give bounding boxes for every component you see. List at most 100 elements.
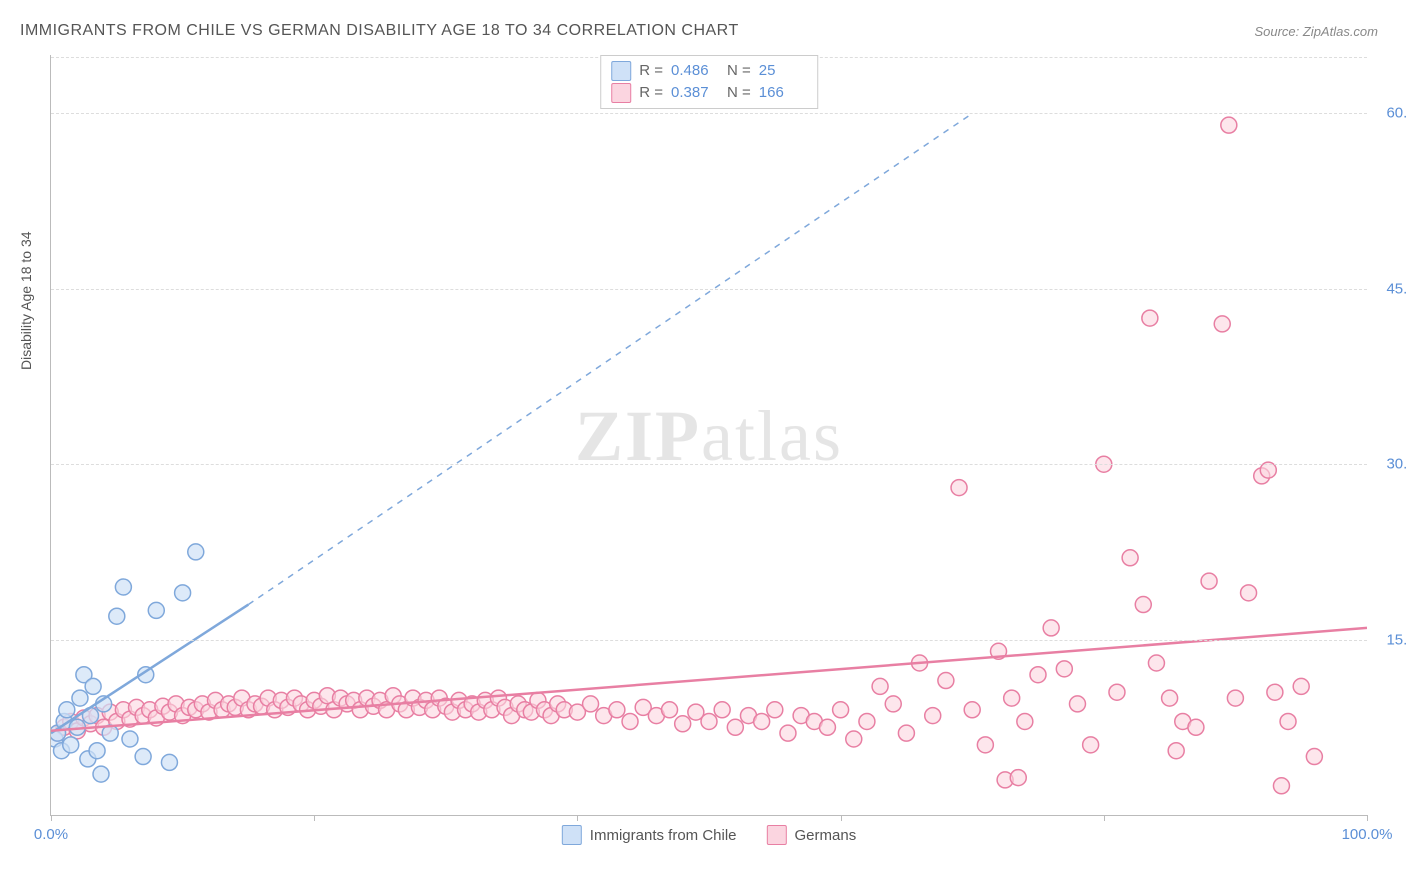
- chart-title: IMMIGRANTS FROM CHILE VS GERMAN DISABILI…: [20, 22, 739, 40]
- scatter-point-germans: [754, 713, 770, 729]
- scatter-point-germans: [1267, 684, 1283, 700]
- gridline: [51, 289, 1367, 290]
- legend-item-chile: Immigrants from Chile: [562, 825, 737, 845]
- legend-stats-row-chile: R = 0.486 N = 25: [611, 60, 807, 82]
- plot-area: ZIPatlas R = 0.486 N = 25 R = 0.387 N = …: [50, 55, 1367, 816]
- scatter-point-chile: [161, 754, 177, 770]
- scatter-point-germans: [609, 702, 625, 718]
- scatter-point-germans: [1148, 655, 1164, 671]
- scatter-point-germans: [1142, 310, 1158, 326]
- scatter-point-chile: [175, 585, 191, 601]
- scatter-point-germans: [938, 673, 954, 689]
- source-name: ZipAtlas.com: [1303, 24, 1378, 39]
- scatter-point-germans: [859, 713, 875, 729]
- legend-swatch-germans: [611, 83, 631, 103]
- legend-r-chile: 0.486: [671, 60, 719, 82]
- x-tick: [1104, 815, 1105, 821]
- scatter-point-chile: [72, 690, 88, 706]
- scatter-point-germans: [1083, 737, 1099, 753]
- legend-r-label: R =: [639, 82, 663, 104]
- legend-n-label: N =: [727, 82, 751, 104]
- scatter-point-germans: [675, 716, 691, 732]
- scatter-point-germans: [1306, 749, 1322, 765]
- scatter-point-germans: [1109, 684, 1125, 700]
- y-tick-label: 30.0%: [1374, 456, 1406, 473]
- scatter-point-germans: [714, 702, 730, 718]
- gridline: [51, 464, 1367, 465]
- legend-label-chile: Immigrants from Chile: [590, 827, 737, 844]
- scatter-point-germans: [1168, 743, 1184, 759]
- scatter-point-germans: [885, 696, 901, 712]
- legend-series: Immigrants from Chile Germans: [562, 825, 856, 845]
- legend-item-germans: Germans: [767, 825, 857, 845]
- scatter-point-germans: [727, 719, 743, 735]
- scatter-point-germans: [1043, 620, 1059, 636]
- scatter-point-chile: [59, 702, 75, 718]
- scatter-point-germans: [1227, 690, 1243, 706]
- gridline: [51, 640, 1367, 641]
- x-tick: [577, 815, 578, 821]
- y-tick-label: 15.0%: [1374, 631, 1406, 648]
- scatter-point-germans: [819, 719, 835, 735]
- scatter-point-germans: [1162, 690, 1178, 706]
- plot-svg: [51, 55, 1367, 815]
- scatter-point-chile: [122, 731, 138, 747]
- scatter-point-germans: [1069, 696, 1085, 712]
- scatter-point-germans: [780, 725, 796, 741]
- x-tick-label: 0.0%: [34, 826, 68, 843]
- y-axis-label: Disability Age 18 to 34: [18, 231, 34, 370]
- scatter-point-germans: [1280, 713, 1296, 729]
- scatter-point-germans: [1056, 661, 1072, 677]
- source-prefix: Source:: [1254, 24, 1302, 39]
- scatter-point-germans: [583, 696, 599, 712]
- y-tick-label: 45.0%: [1374, 280, 1406, 297]
- x-tick: [841, 815, 842, 821]
- x-tick: [314, 815, 315, 821]
- scatter-point-germans: [833, 702, 849, 718]
- scatter-point-germans: [1030, 667, 1046, 683]
- scatter-point-germans: [1188, 719, 1204, 735]
- scatter-point-germans: [977, 737, 993, 753]
- trendline-dashed-chile: [248, 113, 972, 604]
- scatter-point-chile: [148, 602, 164, 618]
- scatter-point-chile: [115, 579, 131, 595]
- scatter-point-chile: [135, 749, 151, 765]
- x-tick: [1367, 815, 1368, 821]
- scatter-point-germans: [925, 708, 941, 724]
- scatter-point-germans: [846, 731, 862, 747]
- scatter-point-germans: [1293, 678, 1309, 694]
- scatter-point-germans: [1017, 713, 1033, 729]
- legend-r-label: R =: [639, 60, 663, 82]
- scatter-point-germans: [1241, 585, 1257, 601]
- legend-stats-row-germans: R = 0.387 N = 166: [611, 82, 807, 104]
- legend-n-germans: 166: [759, 82, 807, 104]
- legend-n-label: N =: [727, 60, 751, 82]
- gridline: [51, 113, 1367, 114]
- scatter-point-chile: [63, 737, 79, 753]
- legend-label-germans: Germans: [795, 827, 857, 844]
- scatter-point-germans: [1273, 778, 1289, 794]
- scatter-point-germans: [1135, 597, 1151, 613]
- scatter-point-chile: [109, 608, 125, 624]
- scatter-point-germans: [872, 678, 888, 694]
- scatter-point-chile: [85, 678, 101, 694]
- scatter-point-germans: [1122, 550, 1138, 566]
- scatter-point-germans: [1004, 690, 1020, 706]
- legend-swatch-germans-2: [767, 825, 787, 845]
- legend-n-chile: 25: [759, 60, 807, 82]
- scatter-point-germans: [1221, 117, 1237, 133]
- legend-r-germans: 0.387: [671, 82, 719, 104]
- scatter-point-chile: [188, 544, 204, 560]
- scatter-point-germans: [1214, 316, 1230, 332]
- source-attribution: Source: ZipAtlas.com: [1254, 24, 1378, 39]
- scatter-point-germans: [1201, 573, 1217, 589]
- scatter-point-chile: [93, 766, 109, 782]
- x-tick: [51, 815, 52, 821]
- scatter-point-germans: [622, 713, 638, 729]
- scatter-point-chile: [89, 743, 105, 759]
- y-tick-label: 60.0%: [1374, 105, 1406, 122]
- legend-stats: R = 0.486 N = 25 R = 0.387 N = 166: [600, 55, 818, 109]
- scatter-point-germans: [1010, 770, 1026, 786]
- scatter-point-germans: [898, 725, 914, 741]
- legend-swatch-chile-2: [562, 825, 582, 845]
